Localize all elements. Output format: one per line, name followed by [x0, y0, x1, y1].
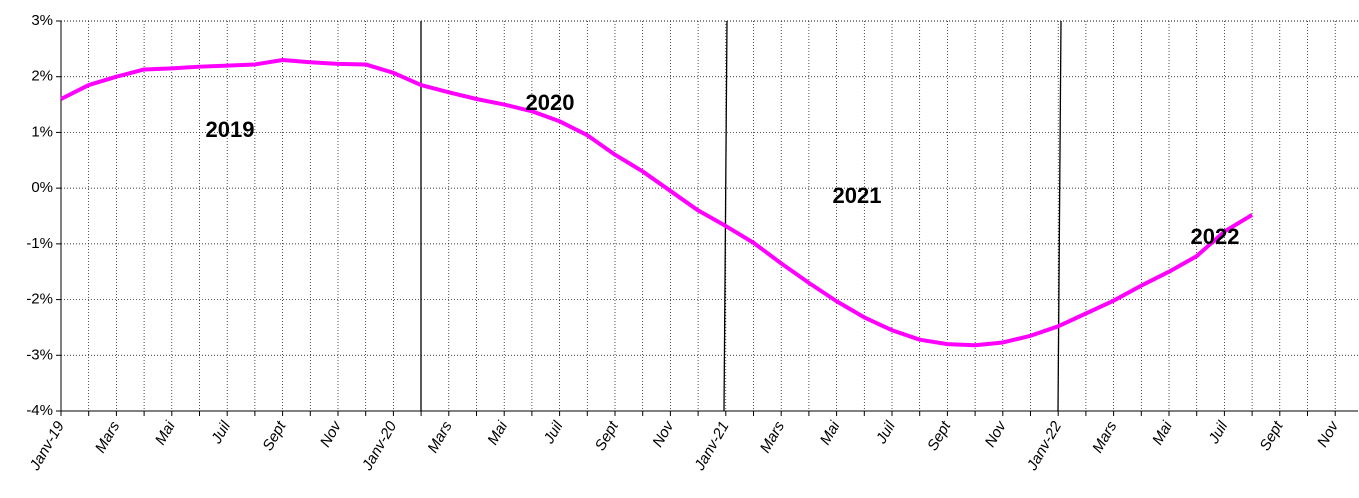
year-separator [1057, 20, 1062, 412]
y-tick-label: -1% [26, 235, 53, 252]
y-tick-label: 1% [31, 123, 53, 140]
y-tick-label: -2% [26, 291, 53, 308]
year-annotation: 2020 [526, 90, 575, 115]
y-tick-label: -4% [26, 402, 53, 419]
y-tick-label: 0% [31, 179, 53, 196]
year-annotation: 2022 [1191, 224, 1240, 249]
y-tick-label: 2% [31, 68, 53, 85]
year-annotation: 2019 [206, 117, 255, 142]
data-line [60, 58, 1254, 348]
year-separator [723, 20, 728, 412]
year-annotation: 2021 [833, 183, 882, 208]
y-tick-label: 3% [31, 12, 53, 29]
y-tick-label: -3% [26, 346, 53, 363]
